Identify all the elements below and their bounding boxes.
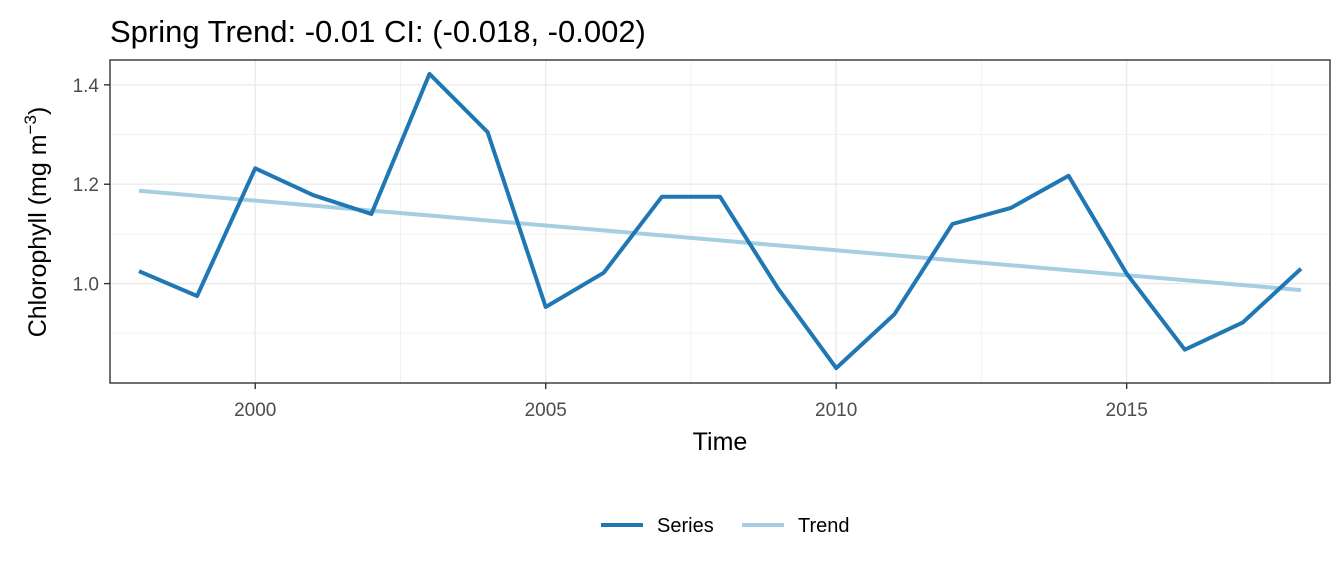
x-axis: 2000 2005 2010 2015 (234, 383, 1148, 421)
y-axis-title: Chlorophyll (mg m−3) (21, 107, 52, 338)
y-tick-label: 1.0 (73, 275, 99, 296)
legend-label-trend: Trend (798, 515, 850, 537)
x-axis-title: Time (693, 428, 748, 456)
y-axis-title-sup: −3 (21, 115, 40, 134)
series-line-series (138, 71, 1303, 371)
y-axis-title-main: Chlorophyll (mg m (24, 134, 52, 337)
x-tick-label: 2010 (815, 400, 857, 421)
x-tick-label: 2005 (525, 400, 567, 421)
y-axis-title-close: ) (24, 107, 52, 115)
grid-major (110, 60, 1330, 383)
x-tick-label: 2015 (1106, 400, 1148, 421)
series-line-trend (138, 188, 1302, 293)
y-tick-label: 1.2 (73, 175, 99, 196)
legend: Series Trend (601, 515, 850, 537)
series-layer (138, 71, 1303, 371)
plot-background (110, 60, 1330, 383)
x-tick-label: 2000 (234, 400, 276, 421)
legend-label-series: Series (657, 515, 714, 537)
plot-panel (109, 59, 1331, 384)
chart-title: Spring Trend: -0.01 CI: (-0.018, -0.002) (110, 14, 646, 49)
y-tick-label: 1.4 (73, 76, 100, 97)
plot-border (109, 59, 1331, 384)
y-axis: 1.0 1.2 1.4 (73, 76, 110, 296)
